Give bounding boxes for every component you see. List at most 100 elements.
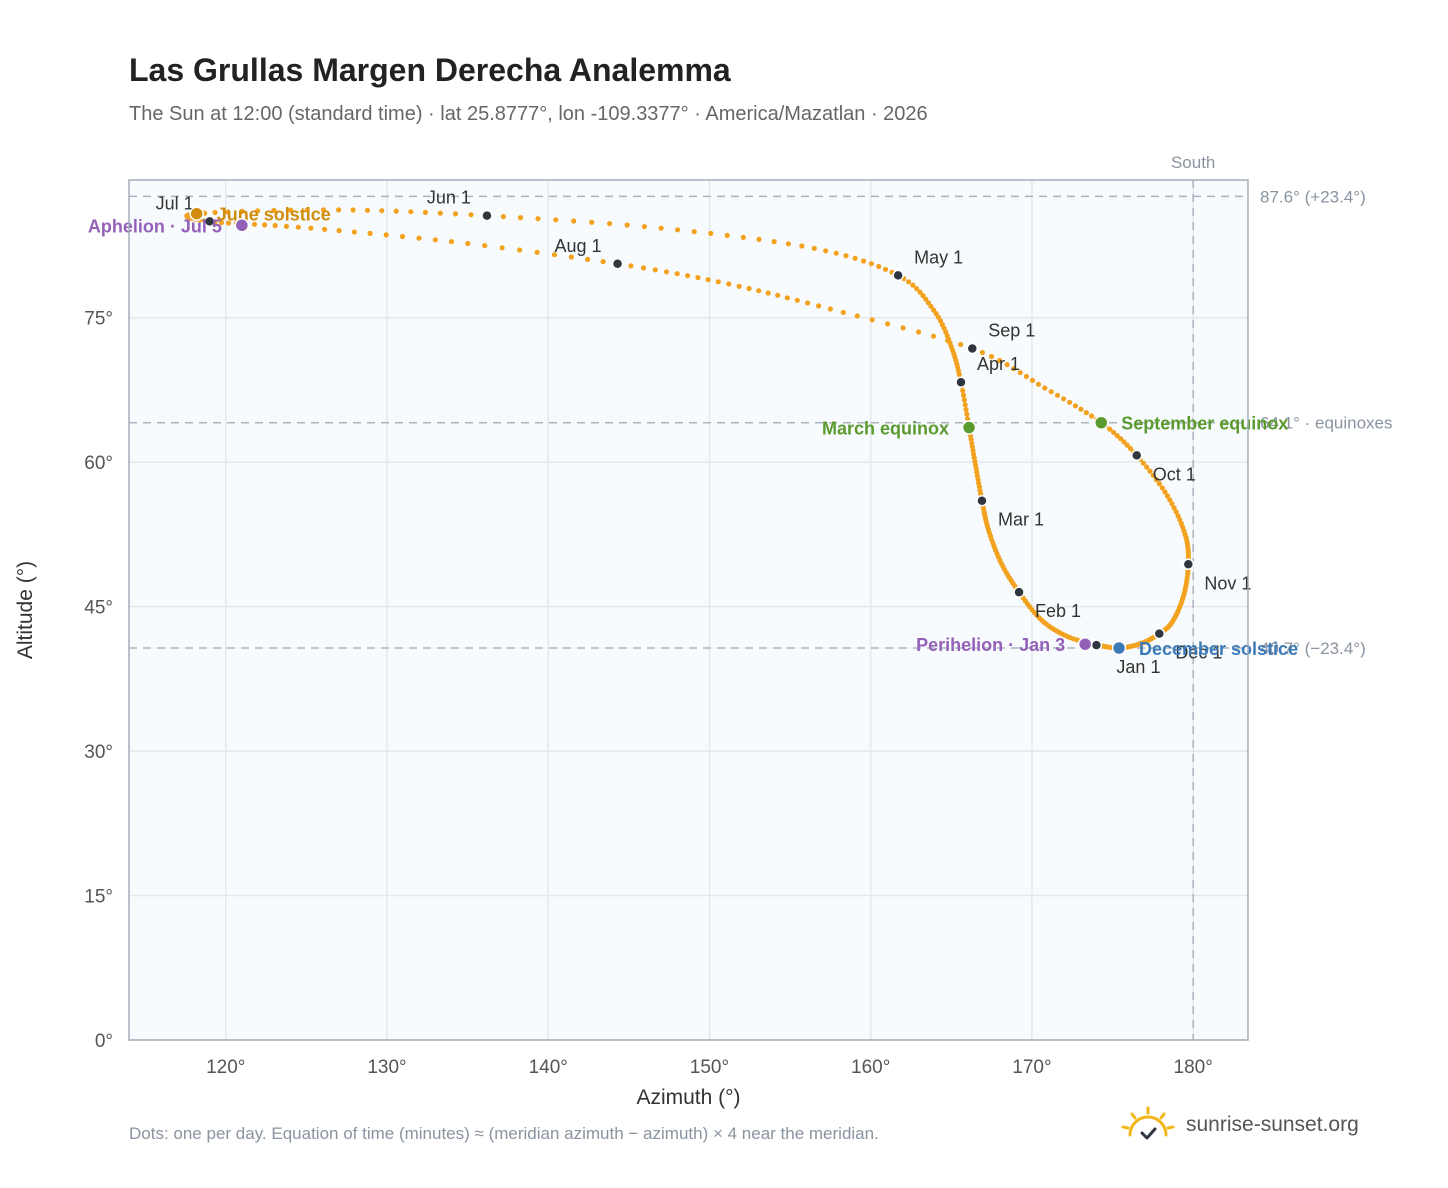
event-marker — [1111, 640, 1127, 656]
daily-dot — [840, 309, 846, 315]
daily-dot — [272, 222, 278, 229]
daily-dot — [1011, 366, 1017, 372]
daily-dot — [1042, 385, 1048, 391]
daily-dot — [1072, 403, 1078, 409]
daily-dot — [827, 306, 834, 312]
meridian-label: South — [1171, 153, 1215, 172]
daily-dot — [961, 392, 967, 398]
daily-dot — [336, 228, 342, 234]
event-label: March equinox — [822, 419, 949, 439]
daily-dot — [432, 237, 438, 243]
daily-dot — [925, 300, 932, 306]
daily-dot — [1150, 472, 1156, 478]
event-marker — [1077, 636, 1093, 652]
daily-dot — [962, 402, 968, 408]
daily-dot — [965, 416, 971, 422]
daily-dot — [1067, 399, 1073, 405]
daily-dot — [784, 295, 790, 301]
daily-dot — [1004, 362, 1010, 368]
event-marker — [1094, 415, 1109, 430]
month-marker — [1182, 558, 1195, 571]
daily-dot — [695, 275, 701, 281]
daily-dot — [1127, 445, 1133, 451]
daily-dot — [823, 248, 829, 254]
daily-dot — [379, 208, 385, 214]
sun-logo-icon — [1121, 1106, 1175, 1140]
daily-dot — [364, 207, 371, 213]
daily-dot — [383, 232, 389, 238]
month-marker — [955, 376, 967, 388]
daily-dot — [923, 296, 929, 302]
brand-name[interactable]: sunrise-sunset.org — [1186, 1113, 1359, 1136]
daily-dot — [1078, 406, 1084, 412]
daily-dot — [1162, 489, 1168, 495]
daily-dot — [500, 214, 506, 220]
daily-dot — [816, 303, 822, 309]
daily-dot — [517, 215, 524, 221]
event-label: June solstice — [217, 205, 331, 225]
x-tick-label: 150° — [690, 1057, 729, 1078]
daily-dot — [675, 227, 681, 233]
daily-dot — [930, 333, 937, 339]
daily-dot — [917, 289, 923, 295]
daily-dot — [746, 285, 752, 292]
daily-dot — [914, 286, 920, 292]
event-label: December solstice — [1139, 639, 1298, 659]
daily-dot — [336, 207, 342, 213]
daily-dot — [854, 313, 860, 319]
month-label: Jun 1 — [427, 188, 471, 208]
y-tick-label: 60° — [84, 453, 113, 474]
y-tick-label: 0° — [95, 1031, 113, 1052]
daily-dot — [708, 230, 714, 236]
daily-dot — [585, 256, 591, 262]
chart-title: Las Grullas Margen Derecha Analemma — [129, 52, 731, 88]
daily-dot — [408, 209, 414, 215]
daily-dot — [885, 321, 891, 327]
daily-dot — [1169, 501, 1175, 507]
daily-dot — [1121, 439, 1127, 445]
daily-dot — [482, 243, 488, 249]
daily-dot — [212, 209, 218, 216]
daily-dot — [218, 220, 225, 226]
y-tick-label: 15° — [84, 887, 113, 908]
daily-dot — [1029, 377, 1036, 383]
daily-dot — [726, 281, 732, 287]
x-tick-label: 130° — [367, 1057, 406, 1078]
daily-dot — [756, 236, 762, 242]
daily-dot — [805, 300, 811, 306]
month-label: Dec 1 — [1175, 643, 1222, 663]
daily-dot — [852, 255, 858, 261]
daily-dot — [794, 297, 800, 303]
daily-dot — [1054, 392, 1061, 398]
x-tick-label: 170° — [1012, 1057, 1051, 1078]
daily-dot — [568, 254, 575, 260]
reference-line-label: 87.6° (+23.4°) — [1260, 187, 1366, 206]
daily-dot — [437, 210, 443, 216]
x-tick-label: 160° — [851, 1057, 890, 1078]
daily-dot — [979, 349, 986, 356]
month-label: Apr 1 — [977, 354, 1020, 374]
daily-dot — [640, 265, 647, 271]
daily-dot — [1023, 373, 1029, 380]
daily-dot — [920, 293, 926, 299]
event-label: September equinox — [1121, 414, 1288, 434]
daily-dot — [868, 261, 875, 267]
x-tick-label: 120° — [206, 1057, 245, 1078]
x-tick-label: 140° — [529, 1057, 568, 1078]
y-tick-label: 30° — [84, 742, 113, 763]
daily-dot — [843, 253, 849, 259]
daily-dot — [1118, 436, 1124, 442]
daily-dot — [1159, 485, 1165, 491]
daily-dot — [963, 406, 969, 413]
brand[interactable]: sunrise-sunset.org — [1120, 1103, 1359, 1147]
footnote: Dots: one per day. Equation of time (min… — [129, 1124, 879, 1143]
daily-dot — [715, 279, 721, 285]
plot-background — [129, 180, 1248, 1040]
daily-dot — [534, 249, 540, 255]
daily-dot — [1048, 389, 1054, 395]
month-marker — [976, 494, 988, 507]
daily-dot — [968, 436, 974, 442]
daily-dot — [1114, 433, 1120, 439]
daily-dot — [860, 258, 867, 264]
month-label: Feb 1 — [1035, 601, 1081, 621]
